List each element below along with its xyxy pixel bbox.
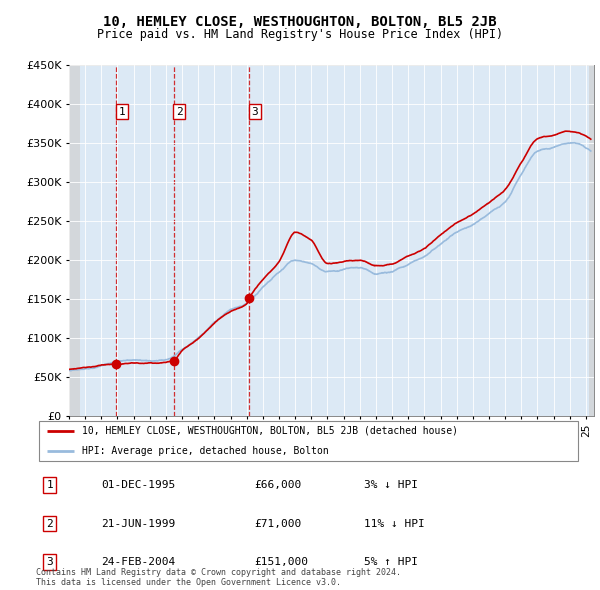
Text: £151,000: £151,000	[254, 557, 308, 567]
Text: 3: 3	[251, 107, 258, 117]
FancyBboxPatch shape	[39, 421, 578, 461]
Text: 10, HEMLEY CLOSE, WESTHOUGHTON, BOLTON, BL5 2JB (detached house): 10, HEMLEY CLOSE, WESTHOUGHTON, BOLTON, …	[82, 426, 458, 436]
Bar	[69, 65, 80, 416]
Text: £71,000: £71,000	[254, 519, 302, 529]
Text: 3% ↓ HPI: 3% ↓ HPI	[364, 480, 418, 490]
Text: £66,000: £66,000	[254, 480, 302, 490]
Text: 10, HEMLEY CLOSE, WESTHOUGHTON, BOLTON, BL5 2JB: 10, HEMLEY CLOSE, WESTHOUGHTON, BOLTON, …	[103, 15, 497, 29]
Text: 11% ↓ HPI: 11% ↓ HPI	[364, 519, 424, 529]
Text: 1: 1	[119, 107, 125, 117]
Text: 2: 2	[46, 519, 53, 529]
Text: 21-JUN-1999: 21-JUN-1999	[101, 519, 176, 529]
Text: Contains HM Land Registry data © Crown copyright and database right 2024.
This d: Contains HM Land Registry data © Crown c…	[36, 568, 401, 587]
Text: 2: 2	[176, 107, 182, 117]
Text: Price paid vs. HM Land Registry's House Price Index (HPI): Price paid vs. HM Land Registry's House …	[97, 28, 503, 41]
Text: HPI: Average price, detached house, Bolton: HPI: Average price, detached house, Bolt…	[82, 446, 329, 456]
Text: 01-DEC-1995: 01-DEC-1995	[101, 480, 176, 490]
Text: 5% ↑ HPI: 5% ↑ HPI	[364, 557, 418, 567]
Text: 1: 1	[46, 480, 53, 490]
Bar	[589, 65, 597, 416]
Text: 3: 3	[46, 557, 53, 567]
Text: 24-FEB-2004: 24-FEB-2004	[101, 557, 176, 567]
